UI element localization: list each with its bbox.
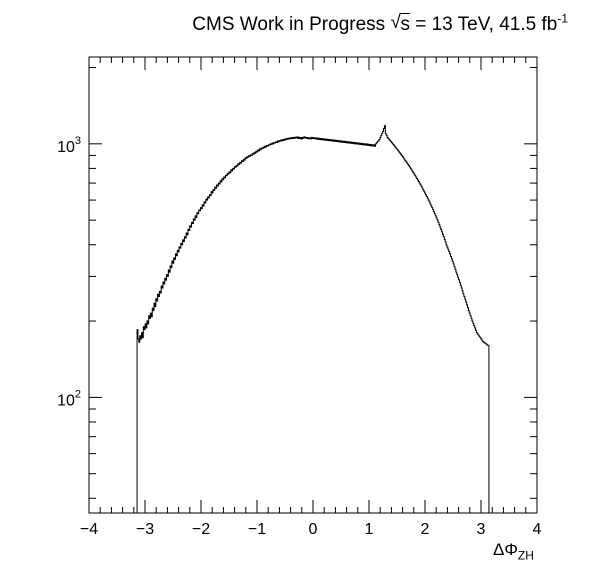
- chart-title: CMS Work in Progress √ s = 13 TeV, 41.5 f…: [0, 11, 596, 36]
- x-axis-label-main: ΔΦ: [493, 540, 518, 559]
- sqrt-s: √ s: [390, 12, 410, 35]
- x-tick-label: 0: [309, 521, 318, 538]
- title-experiment: CMS Work in Progress: [192, 14, 386, 35]
- y-tick-label: 103: [57, 135, 81, 156]
- histogram-line: [136, 125, 490, 513]
- x-tick-label: −1: [248, 521, 266, 538]
- x-tick-label: −2: [192, 521, 210, 538]
- title-energy: = 13 TeV, 41.5 fb: [415, 14, 558, 35]
- x-tick-label: −3: [136, 521, 154, 538]
- x-tick-label: 3: [477, 521, 486, 538]
- x-tick-label: 2: [421, 521, 430, 538]
- x-axis-label-sub: ZH: [517, 548, 534, 563]
- y-tick-label: 102: [57, 388, 81, 409]
- x-axis-label: ΔΦZH: [493, 540, 534, 563]
- title-lumi-exp: -1: [557, 11, 568, 26]
- x-tick-label: 1: [365, 521, 374, 538]
- plot-frame: [88, 56, 538, 514]
- x-tick-label: 4: [533, 521, 542, 538]
- x-tick-label: −4: [80, 521, 98, 538]
